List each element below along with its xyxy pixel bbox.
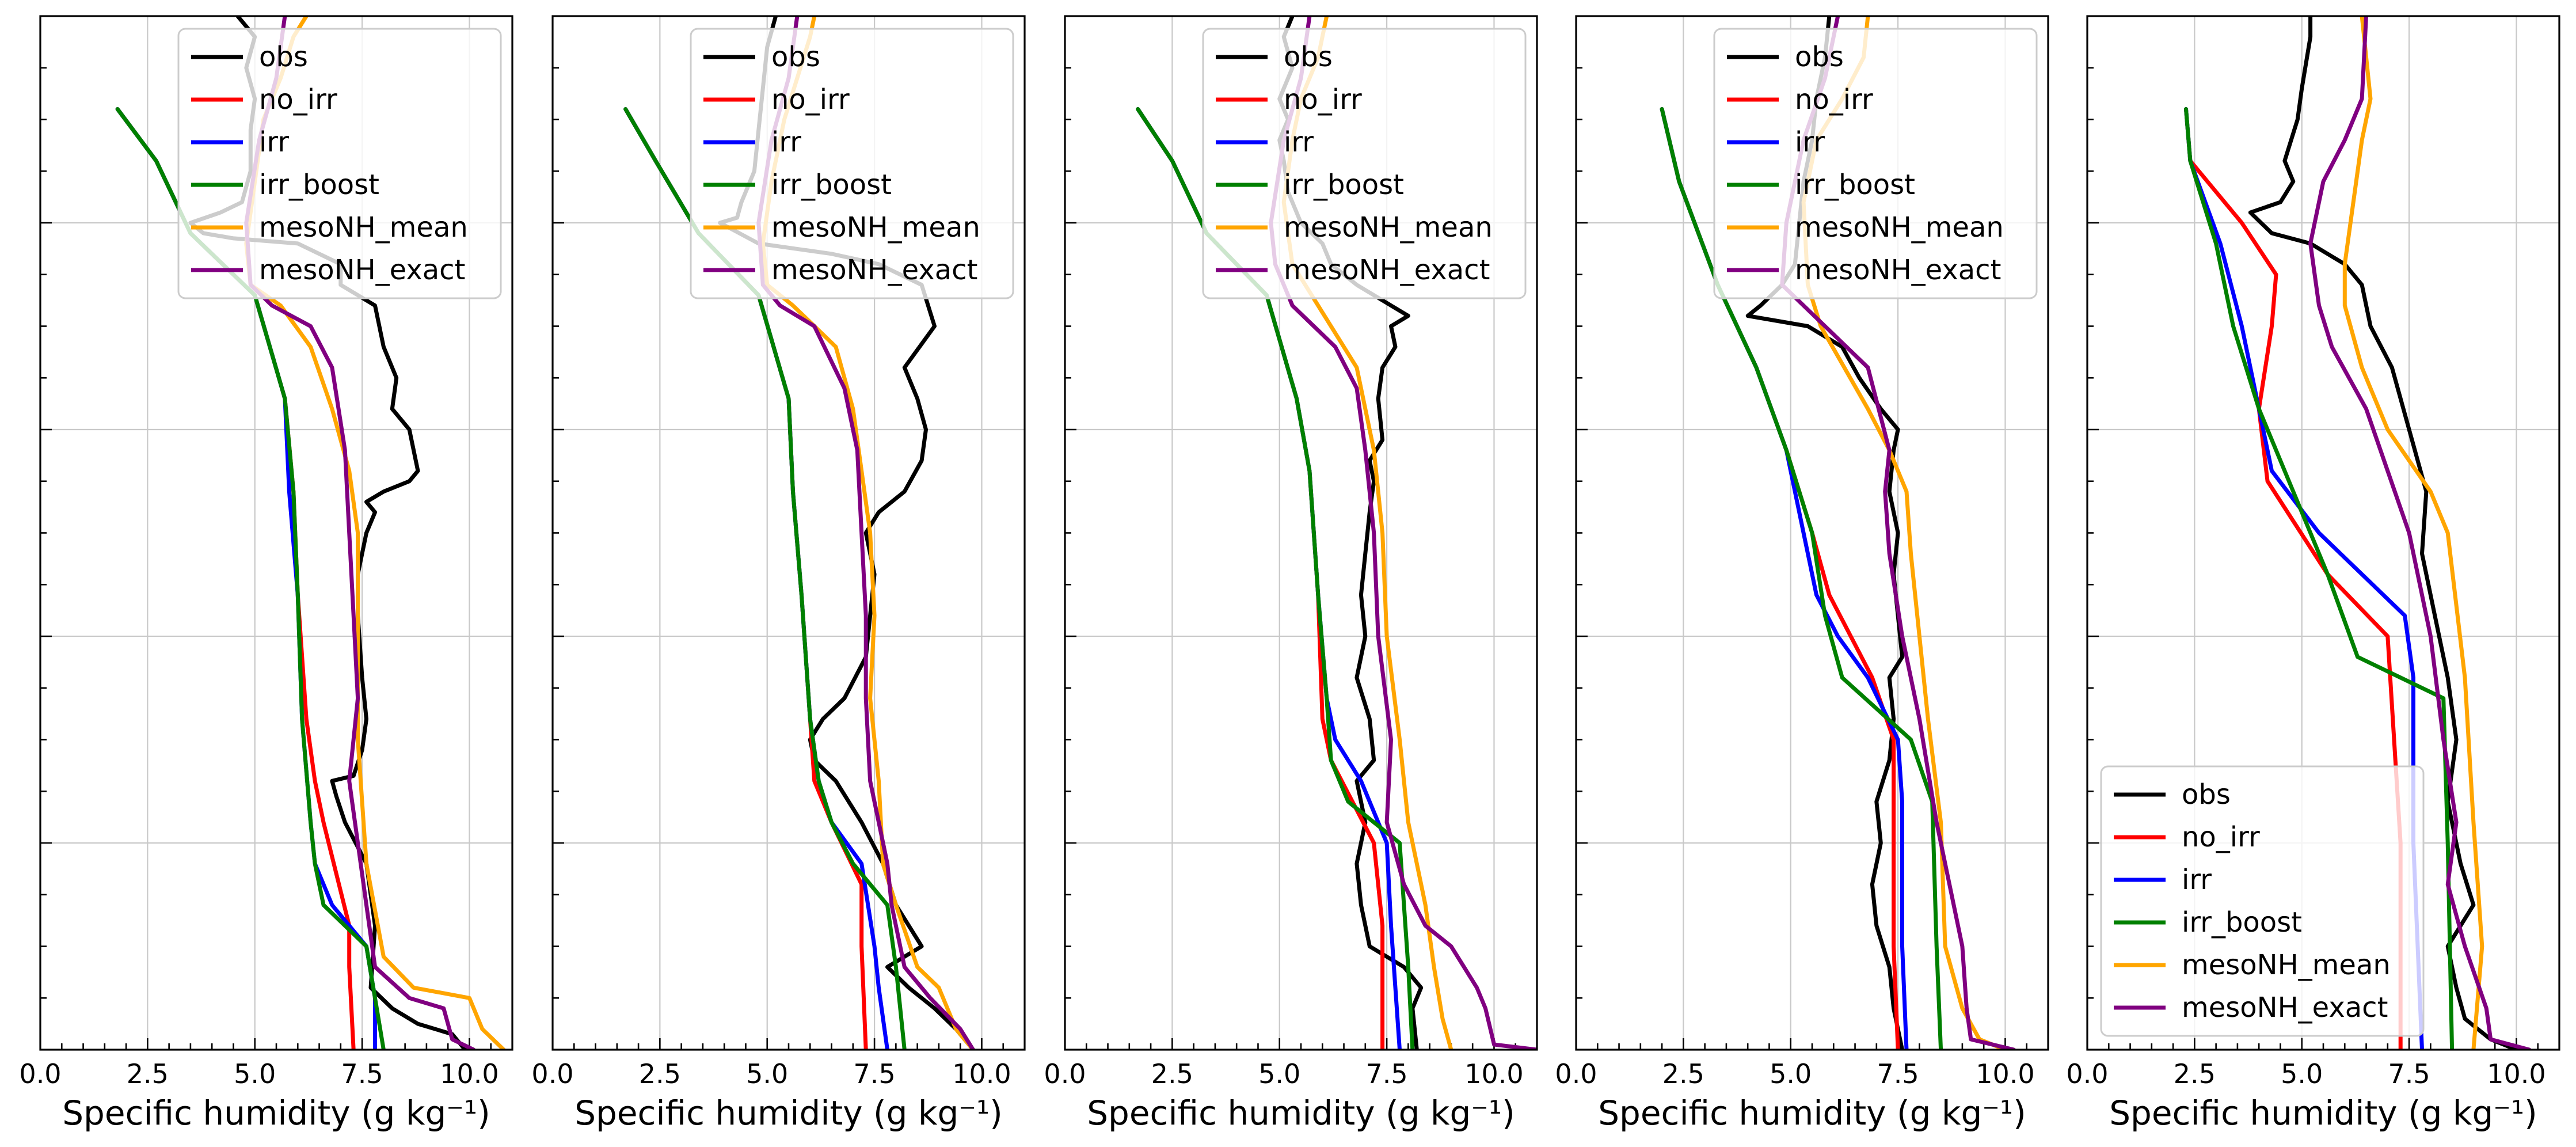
x-axis-label: Specific humidity (g kg⁻¹)	[1087, 1093, 1515, 1133]
x-tick-label: 5.0	[746, 1058, 788, 1089]
legend-label: no_irr	[259, 83, 337, 116]
plot-frame	[1064, 15, 1538, 1051]
legend-label: obs	[1795, 41, 1844, 73]
x-tick-label: 0.0	[19, 1058, 61, 1089]
x-tick-label: 10.0	[1976, 1058, 2034, 1089]
x-tick-label: 0.0	[1044, 1058, 1086, 1089]
legend-label: no_irr	[1795, 83, 1873, 116]
legend-label: obs	[259, 41, 308, 73]
legend-label: mesoNH_mean	[259, 211, 468, 244]
series-group	[2184, 16, 2532, 1050]
panel-5: 0.0 2.5 5.0 7.5 10.0 Specific humidity (g kg⁻…	[2066, 15, 2560, 1133]
x-tick-label: 7.5	[2388, 1058, 2430, 1089]
x-tick-label: 7.5	[341, 1058, 383, 1089]
x-axis-label: Specific humidity (g kg⁻¹)	[1598, 1093, 2026, 1133]
legend-label: obs	[771, 41, 820, 73]
x-tick-label: 5.0	[2281, 1058, 2323, 1089]
x-tick-label: 10.0	[440, 1058, 499, 1089]
x-tick-label: 0.0	[1555, 1058, 1597, 1089]
legend-label: no_irr	[2182, 821, 2260, 853]
legend-label: mesoNH_exact	[1284, 254, 1490, 286]
legend-label: obs	[2182, 778, 2231, 811]
legend-label: mesoNH_mean	[1284, 211, 1493, 244]
x-tick-label: 10.0	[1464, 1058, 1523, 1089]
x-axis-label: Specific humidity (g kg⁻¹)	[2109, 1093, 2537, 1133]
plot-frame	[1575, 15, 2049, 1051]
legend-box	[1202, 28, 1527, 299]
x-tick-label: 2.5	[1151, 1058, 1193, 1089]
legend-box	[1713, 28, 2038, 299]
series-irr	[2184, 107, 2424, 1050]
x-tick-label: 2.5	[127, 1058, 169, 1089]
panel-1: 0.0 2.5 5.0 7.5 10.0 Specific humidity (g kg⁻…	[19, 15, 513, 1133]
legend-label: irr_boost	[2182, 906, 2302, 939]
legend-label: irr_boost	[1284, 169, 1404, 201]
plot-frame	[39, 15, 513, 1051]
legend-label: mesoNH_mean	[2182, 949, 2391, 981]
x-tick-label: 0.0	[531, 1058, 573, 1089]
series-irr-boost	[1660, 107, 1943, 1050]
plot-frame	[2086, 15, 2560, 1051]
legend-box	[2100, 765, 2425, 1037]
panel-2: 0.0 2.5 5.0 7.5 10.0 Specific humidity (g kg⁻…	[531, 15, 1026, 1133]
x-tick-label: 7.5	[854, 1058, 896, 1089]
legend-label: mesoNH_exact	[2182, 992, 2388, 1024]
x-tick-label: 10.0	[2487, 1058, 2545, 1089]
legend-label: irr	[771, 126, 801, 158]
legend-label: irr	[259, 126, 289, 158]
x-tick-label: 10.0	[952, 1058, 1011, 1089]
legend-label: mesoNH_exact	[771, 254, 977, 286]
legend-label: no_irr	[1284, 83, 1362, 116]
legend-label: no_irr	[771, 83, 850, 116]
legend-label: irr_boost	[259, 169, 379, 201]
x-tick-label: 0.0	[2066, 1058, 2108, 1089]
legend-box	[177, 28, 502, 299]
legend-label: mesoNH_exact	[259, 254, 465, 286]
legend-label: mesoNH_exact	[1795, 254, 2001, 286]
x-axis-label: Specific humidity (g kg⁻¹)	[574, 1093, 1003, 1133]
x-axis-label: Specific humidity (g kg⁻¹)	[62, 1093, 490, 1133]
legend-label: irr	[1795, 126, 1825, 158]
x-tick-label: 7.5	[1366, 1058, 1408, 1089]
x-tick-label: 2.5	[639, 1058, 681, 1089]
legend-label: irr_boost	[771, 169, 892, 201]
x-tick-label: 5.0	[234, 1058, 276, 1089]
legend-label: irr	[1284, 126, 1314, 158]
legend-label: obs	[1284, 41, 1333, 73]
x-tick-label: 5.0	[1770, 1058, 1812, 1089]
x-tick-label: 2.5	[2174, 1058, 2216, 1089]
series-mesoNH-mean	[2342, 16, 2484, 1050]
panel-3: 0.0 2.5 5.0 7.5 10.0 Specific humidity (g kg⁻…	[1044, 15, 1538, 1133]
x-tick-label: 7.5	[1877, 1058, 1919, 1089]
legend-label: irr	[2182, 864, 2212, 896]
x-tick-label: 2.5	[1662, 1058, 1704, 1089]
plot-frame	[551, 15, 1026, 1051]
legend-box	[690, 28, 1014, 299]
legend-label: mesoNH_mean	[1795, 211, 2004, 244]
legend-label: irr_boost	[1795, 169, 1915, 201]
x-tick-label: 5.0	[1258, 1058, 1300, 1089]
panel-4: 0.0 2.5 5.0 7.5 10.0 Specific humidity (g kg⁻…	[1555, 15, 2049, 1133]
legend-label: mesoNH_mean	[771, 211, 980, 244]
series-mesoNH-exact	[2308, 16, 2532, 1050]
